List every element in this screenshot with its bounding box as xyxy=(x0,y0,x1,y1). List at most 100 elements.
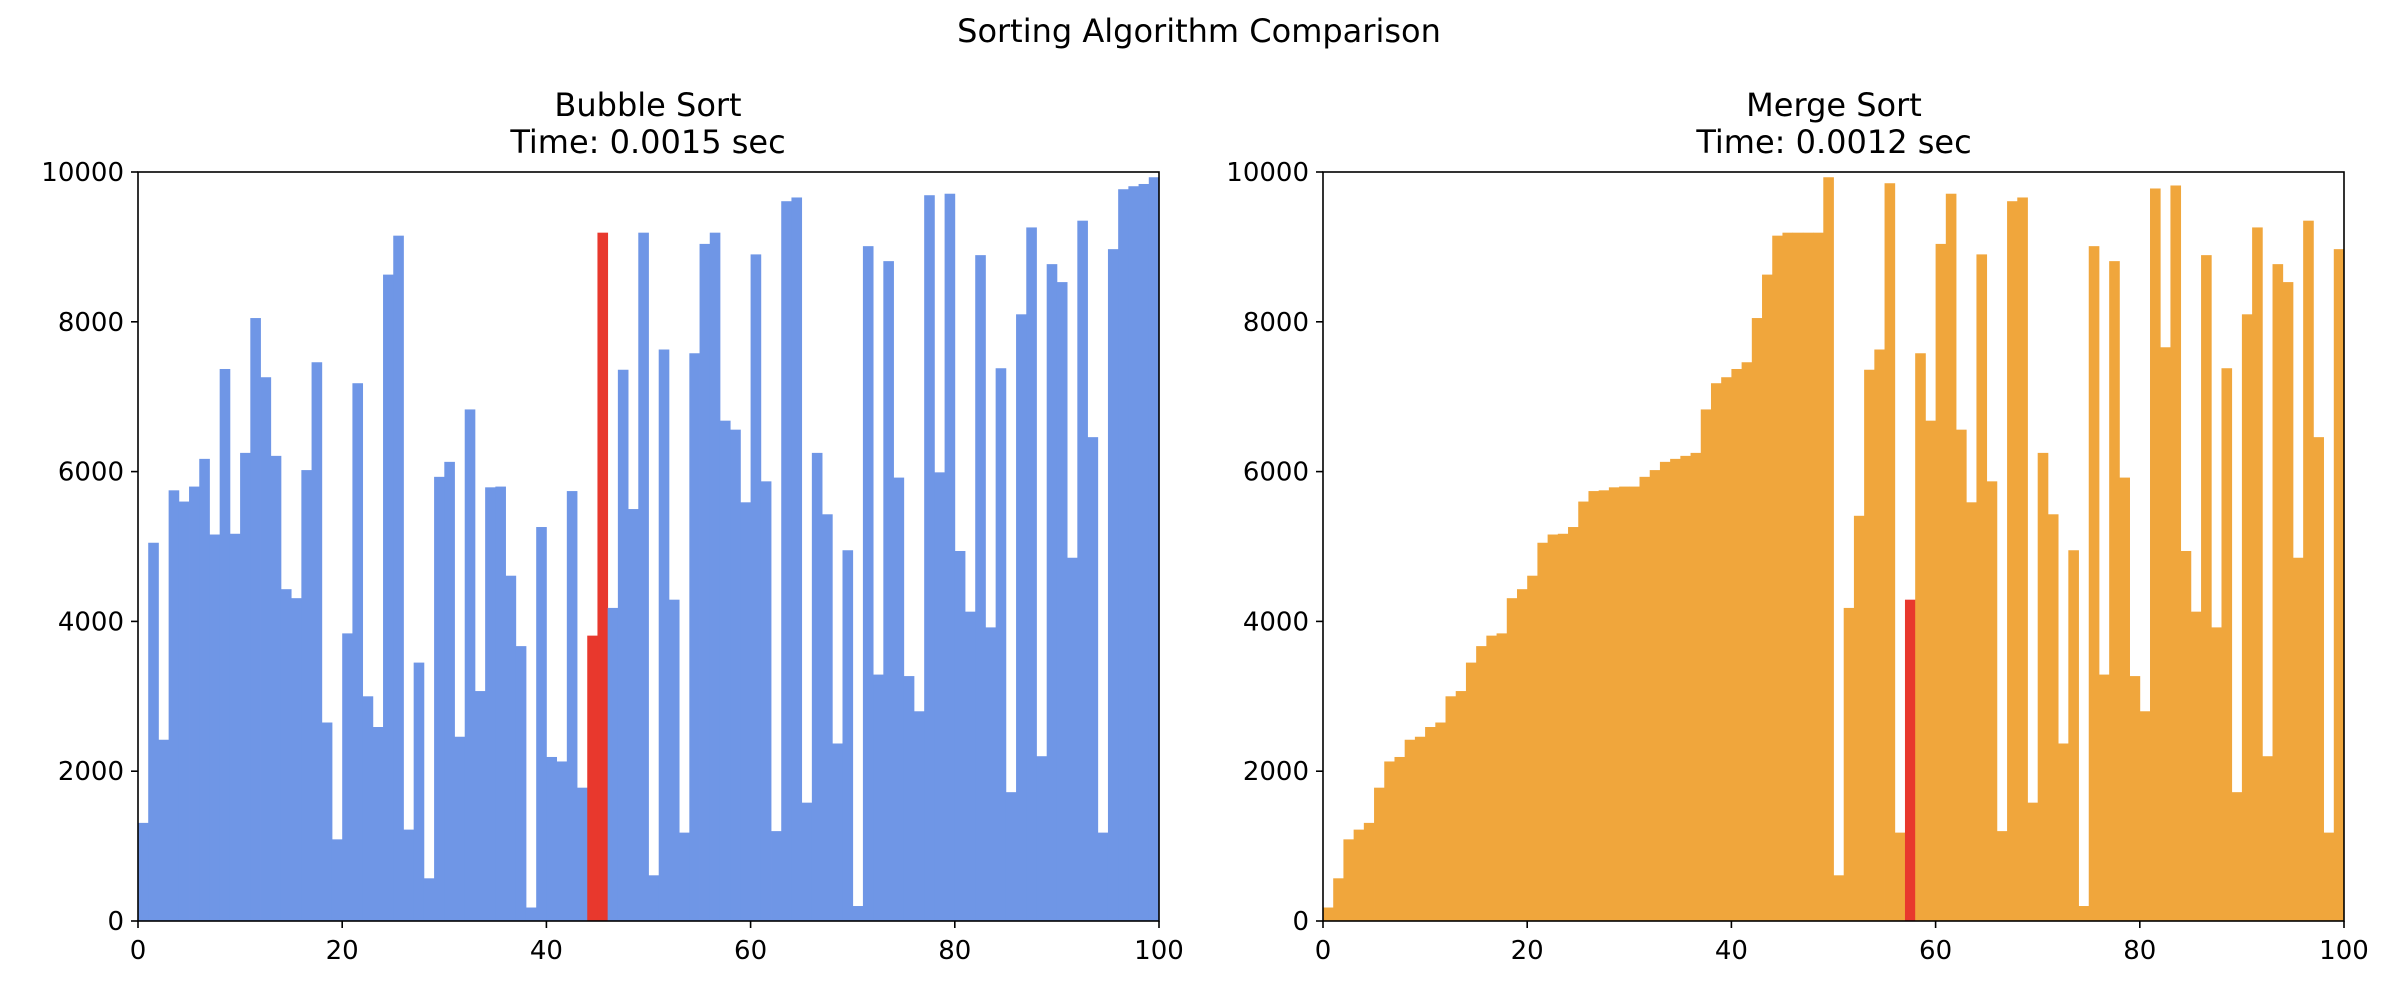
bubble-sort-bar-74 xyxy=(893,477,905,921)
merge-sort-bar-24 xyxy=(1568,527,1579,921)
bubble-sort-bar-99 xyxy=(1148,177,1160,922)
bubble-sort-bar-82 xyxy=(975,255,986,921)
merge-sort-bar-64 xyxy=(1976,254,1988,921)
merge-sort-bar-83 xyxy=(2170,185,2182,922)
merge-sort-bar-42 xyxy=(1751,318,1763,921)
bubble-sort-bar-19 xyxy=(331,839,343,921)
merge-sort-bar-89 xyxy=(2231,792,2243,921)
merge-sort-bar-16 xyxy=(1486,635,1497,921)
merge-sort-bar-67 xyxy=(2007,201,2018,921)
bubble-sort-bar-73 xyxy=(883,261,894,921)
merge-sort-ytick-label: 0 xyxy=(1292,907,1309,937)
bubble-sort-bar-27 xyxy=(413,662,425,921)
bubble-sort-bar-63 xyxy=(781,201,792,921)
merge-sort-bar-2 xyxy=(1343,839,1355,921)
bubble-sort-bar-61 xyxy=(760,481,772,921)
merge-sort-bar-5 xyxy=(1374,787,1385,921)
merge-sort-bar-22 xyxy=(1547,534,1559,921)
merge-sort-bar-37 xyxy=(1700,409,1712,921)
merge-sort-xtick-label: 40 xyxy=(1715,936,1748,966)
bubble-sort-bar-10 xyxy=(240,452,251,922)
bubble-sort-bar-77 xyxy=(924,195,935,922)
bubble-sort-xtick-label: 80 xyxy=(938,936,971,966)
merge-sort-ytick-label: 4000 xyxy=(1243,607,1309,637)
bubble-sort-bar-97 xyxy=(1128,186,1139,922)
bubble-sort-bar-38 xyxy=(525,907,537,921)
merge-sort-bar-74 xyxy=(2078,906,2090,921)
merge-sort-bar-13 xyxy=(1455,691,1467,921)
merge-sort-bar-21 xyxy=(1537,542,1549,921)
merge-sort-bar-41 xyxy=(1741,362,1753,921)
merge-sort-bar-57 xyxy=(1904,599,1916,921)
merge-sort-bar-96 xyxy=(2303,220,2314,921)
merge-sort-bar-97 xyxy=(2313,437,2324,921)
merge-sort-bar-94 xyxy=(2282,282,2294,922)
bubble-sort-bar-30 xyxy=(444,461,455,921)
merge-sort-bar-87 xyxy=(2211,627,2222,921)
merge-sort-axes: 0 2000 4000 6000 8000 10000 0 20 40 60 80 100 xyxy=(1226,158,2369,966)
merge-sort-bar-82 xyxy=(2160,347,2171,921)
merge-sort-bar-11 xyxy=(1435,722,1446,921)
merge-sort-bar-78 xyxy=(2119,477,2130,921)
merge-sort-bar-23 xyxy=(1557,533,1569,921)
bubble-sort-bar-98 xyxy=(1138,183,1150,922)
bubble-sort-bar-15 xyxy=(291,598,302,921)
merge-sort-bar-53 xyxy=(1864,369,1875,921)
bubble-sort-bar-1 xyxy=(148,542,159,921)
bubble-sort-bar-78 xyxy=(934,472,945,921)
merge-sort-bar-19 xyxy=(1516,589,1528,921)
merge-sort-bar-90 xyxy=(2241,314,2253,921)
merge-sort-bar-36 xyxy=(1690,452,1702,922)
merge-sort-bar-35 xyxy=(1680,455,1691,921)
merge-sort-bar-7 xyxy=(1394,756,1406,921)
merge-sort-title: Merge Sort xyxy=(1746,86,1922,124)
merge-sort-bar-29 xyxy=(1619,486,1630,921)
bubble-sort-bar-55 xyxy=(699,243,711,921)
bubble-sort-bar-4 xyxy=(178,501,190,921)
merge-sort-xtick-label: 60 xyxy=(1919,936,1952,966)
bubble-sort-bar-21 xyxy=(352,383,364,922)
bubble-sort-bar-9 xyxy=(229,533,241,921)
bubble-sort-bar-7 xyxy=(209,534,221,921)
bubble-sort-bar-39 xyxy=(536,527,547,921)
bubble-sort-bar-16 xyxy=(301,470,312,921)
merge-sort-bar-3 xyxy=(1353,829,1365,921)
bubble-sort-bar-71 xyxy=(862,246,874,921)
bubble-sort-bar-81 xyxy=(965,611,976,921)
bubble-sort-bar-18 xyxy=(321,722,333,921)
bubble-sort-bar-58 xyxy=(730,429,741,921)
merge-sort-bar-58 xyxy=(1915,353,1926,921)
merge-sort-bar-0 xyxy=(1323,907,1334,921)
bubble-sort-bar-24 xyxy=(383,274,394,921)
bubble-sort-bar-42 xyxy=(566,491,578,921)
bubble-sort-bar-43 xyxy=(577,787,588,921)
bubble-sort-bar-92 xyxy=(1077,220,1088,921)
merge-sort-bar-85 xyxy=(2190,611,2202,921)
bubble-sort-bar-48 xyxy=(628,509,639,921)
bubble-sort-bar-69 xyxy=(842,550,854,921)
bubble-sort-bar-33 xyxy=(474,691,486,921)
merge-sort-ytick-label: 2000 xyxy=(1243,757,1309,787)
merge-sort-bar-72 xyxy=(2058,743,2069,921)
merge-sort-ytick-label: 6000 xyxy=(1243,458,1309,488)
bubble-sort-bar-50 xyxy=(648,875,660,921)
bubble-sort-bar-68 xyxy=(832,743,843,921)
bubble-sort-bar-34 xyxy=(485,487,496,921)
bubble-sort-bar-5 xyxy=(189,486,200,921)
bubble-sort-bar-31 xyxy=(454,736,466,921)
merge-sort-bars xyxy=(1323,177,2345,922)
merge-sort-ytick-label: 10000 xyxy=(1226,158,1309,188)
bubble-sort-bar-94 xyxy=(1097,832,1109,921)
merge-sort-bar-26 xyxy=(1588,491,1600,921)
merge-sort-bar-12 xyxy=(1445,696,1457,921)
bubble-sort-ytick-label: 10000 xyxy=(41,158,124,188)
merge-sort-bar-88 xyxy=(2221,368,2233,921)
merge-sort-bar-61 xyxy=(1945,193,1957,922)
bubble-sort-bar-26 xyxy=(403,829,415,921)
bubble-sort-bar-2 xyxy=(158,739,170,921)
merge-sort-bar-51 xyxy=(1843,607,1855,921)
merge-sort-bar-18 xyxy=(1506,598,1518,921)
merge-sort-bar-73 xyxy=(2068,550,2079,921)
bubble-sort-chart: Bubble Sort Time: 0.0015 sec 0 2000 4000 60… xyxy=(41,86,1184,966)
